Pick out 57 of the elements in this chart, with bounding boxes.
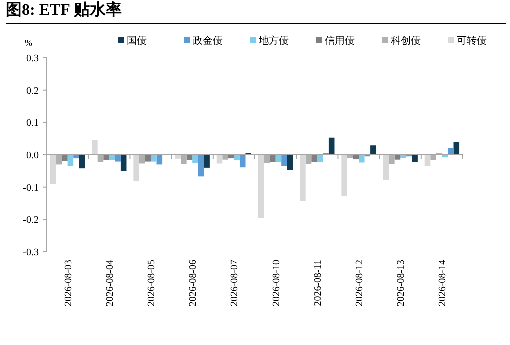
y-tick-label: -0.1 [23, 182, 39, 194]
bar [50, 155, 56, 184]
y-axis-title: % [25, 38, 33, 48]
legend-label: 地方债 [258, 35, 289, 47]
x-tick-label: 2026-08-11 [312, 260, 324, 306]
bar [312, 155, 318, 162]
bar [134, 155, 140, 182]
bar [383, 155, 390, 180]
bar [448, 148, 454, 155]
bar [204, 155, 210, 168]
bar [192, 155, 198, 164]
bar [287, 155, 294, 170]
bar [104, 155, 110, 160]
y-tick-label: -0.2 [23, 215, 39, 226]
x-tick-label: 2026-08-13 [396, 260, 408, 307]
bar [270, 155, 276, 162]
bar [234, 155, 240, 160]
bar [92, 140, 98, 155]
x-tick-label: 2026-08-14 [438, 260, 449, 307]
bar [282, 155, 288, 166]
bar [353, 155, 359, 160]
chart-title: 图8: ETF 贴水率 [6, 1, 506, 24]
y-tick-label: 0.1 [26, 118, 39, 130]
y-tick-label: 0.3 [26, 54, 39, 64]
bar [359, 155, 365, 163]
bar [240, 155, 246, 168]
bar [342, 155, 348, 196]
y-tick-label: 0.2 [26, 86, 39, 97]
legend-label: 可转债 [457, 35, 487, 47]
x-tick-label: 2026-08-03 [63, 260, 74, 307]
bar [120, 155, 127, 172]
bar [68, 155, 74, 166]
legend-label: 科创债 [391, 35, 421, 47]
bar [62, 155, 68, 162]
legend-label: 政金债 [193, 35, 223, 47]
bar [145, 155, 151, 162]
bar [115, 155, 121, 162]
bar [370, 146, 376, 155]
bar [412, 155, 418, 162]
y-tick-label: 0.0 [26, 150, 39, 162]
bar [454, 142, 460, 155]
bar [258, 155, 264, 218]
bar [300, 155, 306, 202]
bar [328, 138, 335, 155]
x-tick-label: 2026-08-07 [230, 260, 241, 307]
x-tick-label: 2026-08-05 [146, 260, 158, 307]
legend-label: 信用债 [325, 35, 355, 47]
x-tick-label: 2026-08-10 [271, 260, 282, 307]
bar [198, 155, 204, 177]
x-tick-label: 2026-08-04 [104, 260, 116, 307]
legend-label: 国债 [127, 36, 147, 47]
y-tick-label: -0.3 [23, 248, 39, 258]
x-tick-label: 2026-08-12 [354, 260, 366, 307]
x-tick-label: 2026-08-06 [188, 260, 200, 307]
bar [424, 155, 431, 166]
bar [79, 155, 86, 169]
bar [151, 155, 157, 162]
